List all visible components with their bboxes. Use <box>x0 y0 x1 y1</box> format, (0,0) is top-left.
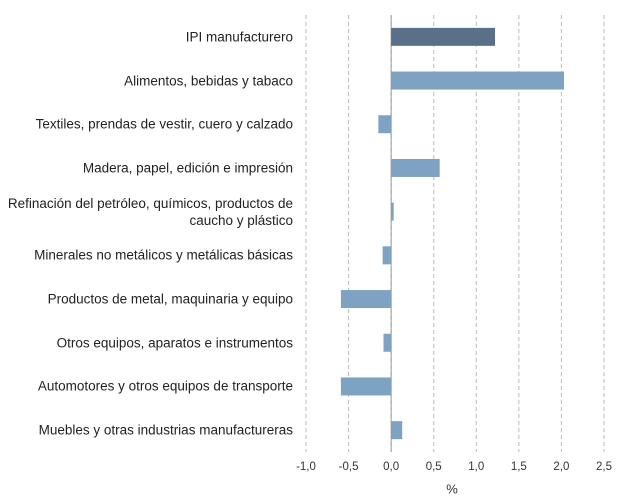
y-tick-label: Muebles y otras industrias manufacturera… <box>38 422 293 438</box>
x-tick-label: 2,5 <box>596 461 612 473</box>
y-tick-label: Madera, papel, edición e impresión <box>82 160 293 176</box>
y-tick-label: Otros equipos, aparatos e instrumentos <box>56 335 293 351</box>
x-tick-label: 0,5 <box>426 461 442 473</box>
bar <box>391 202 394 221</box>
bar <box>391 421 403 440</box>
x-tick-label: 1,5 <box>511 461 527 473</box>
bar <box>382 246 392 265</box>
y-tick-label: Textiles, prendas de vestir, cuero y cal… <box>35 116 293 132</box>
x-tick-label: -0,5 <box>339 461 359 473</box>
x-tick-label: 1,0 <box>468 461 484 473</box>
y-tick-label: Refinación del petróleo, químicos, produ… <box>7 195 293 228</box>
bar <box>391 27 496 46</box>
y-tick-label: Minerales no metálicos y metálicas básic… <box>34 247 293 263</box>
x-tick-label: 2,0 <box>553 461 569 473</box>
y-tick-label: IPI manufacturero <box>185 29 293 45</box>
bar <box>391 71 564 90</box>
bar <box>340 290 392 309</box>
bar <box>383 333 392 352</box>
bar <box>391 158 440 177</box>
y-tick-label: Productos de metal, maquinaria y equipo <box>47 291 293 307</box>
bar <box>378 115 392 134</box>
y-tick-label: Alimentos, bebidas y tabaco <box>124 73 293 89</box>
bar <box>340 377 392 396</box>
x-tick-label: 0,0 <box>383 461 399 473</box>
x-axis-label: % <box>446 481 458 496</box>
y-tick-label: Automotores y otros equipos de transport… <box>37 378 293 394</box>
x-tick-label: -1,0 <box>296 461 316 473</box>
